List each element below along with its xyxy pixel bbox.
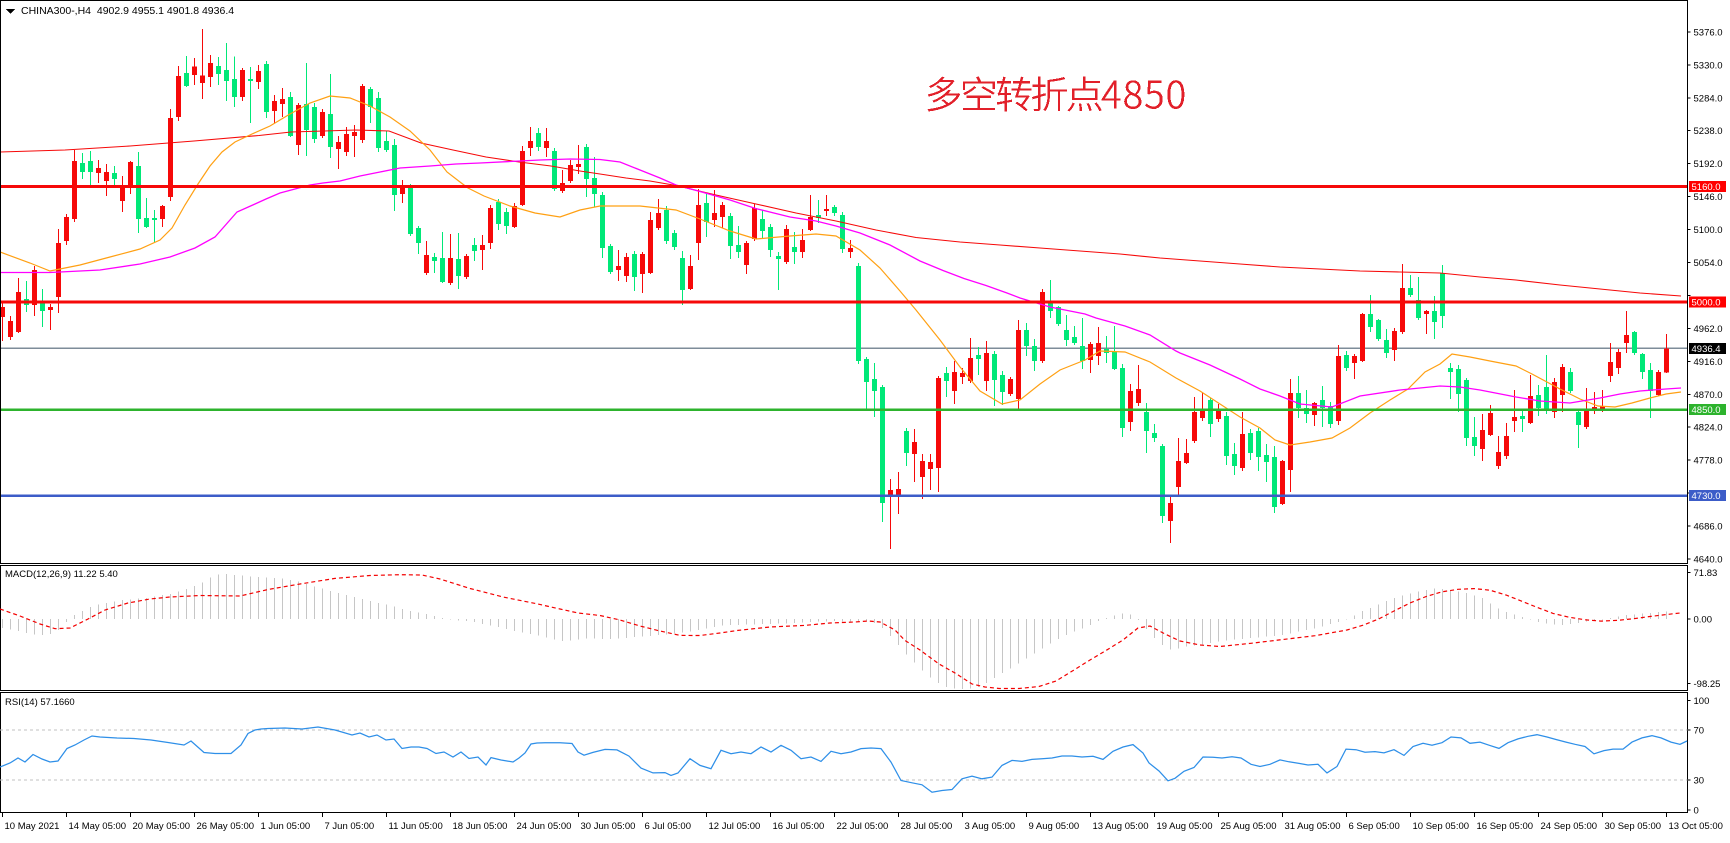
svg-text:-98.25: -98.25 (1694, 679, 1721, 690)
svg-text:4778.0: 4778.0 (1694, 456, 1723, 467)
svg-text:13 Oct 05:00: 13 Oct 05:00 (1669, 821, 1723, 832)
svg-text:30 Jun 05:00: 30 Jun 05:00 (581, 821, 636, 832)
svg-text:10 May 2021: 10 May 2021 (5, 821, 60, 832)
svg-text:12 Jul 05:00: 12 Jul 05:00 (709, 821, 761, 832)
svg-text:3 Aug 05:00: 3 Aug 05:00 (965, 821, 1016, 832)
svg-text:5192.0: 5192.0 (1694, 159, 1723, 170)
svg-text:4916.0: 4916.0 (1694, 357, 1723, 368)
svg-text:13 Aug 05:00: 13 Aug 05:00 (1093, 821, 1149, 832)
svg-text:20 May 05:00: 20 May 05:00 (133, 821, 191, 832)
svg-text:4850.0: 4850.0 (1692, 405, 1721, 416)
svg-text:4936.4: 4936.4 (1692, 344, 1721, 355)
svg-text:CHINA300-,H4 4902.9 4955.1 49: CHINA300-,H4 4902.9 4955.1 4901.8 4936.4 (21, 5, 234, 17)
svg-text:RSI(14) 57.1660: RSI(14) 57.1660 (5, 697, 75, 708)
svg-text:5100.0: 5100.0 (1694, 225, 1723, 236)
svg-text:26 May 05:00: 26 May 05:00 (197, 821, 255, 832)
svg-text:9 Aug 05:00: 9 Aug 05:00 (1029, 821, 1080, 832)
svg-text:4962.0: 4962.0 (1694, 324, 1723, 335)
svg-text:4686.0: 4686.0 (1694, 522, 1723, 533)
svg-text:16 Jul 05:00: 16 Jul 05:00 (773, 821, 825, 832)
svg-text:6 Sep 05:00: 6 Sep 05:00 (1349, 821, 1400, 832)
svg-text:28 Jul 05:00: 28 Jul 05:00 (901, 821, 953, 832)
svg-text:1 Jun 05:00: 1 Jun 05:00 (261, 821, 311, 832)
svg-text:5160.0: 5160.0 (1692, 182, 1721, 193)
svg-text:24 Sep 05:00: 24 Sep 05:00 (1541, 821, 1598, 832)
svg-text:70: 70 (1694, 726, 1705, 737)
svg-text:11 Jun 05:00: 11 Jun 05:00 (389, 821, 443, 832)
svg-text:19 Aug 05:00: 19 Aug 05:00 (1157, 821, 1213, 832)
svg-text:22 Jul 05:00: 22 Jul 05:00 (837, 821, 889, 832)
svg-text:24 Jun 05:00: 24 Jun 05:00 (517, 821, 572, 832)
svg-text:25 Aug 05:00: 25 Aug 05:00 (1221, 821, 1277, 832)
svg-text:10 Sep 05:00: 10 Sep 05:00 (1413, 821, 1470, 832)
svg-text:4870.0: 4870.0 (1694, 390, 1723, 401)
svg-text:16 Sep 05:00: 16 Sep 05:00 (1477, 821, 1534, 832)
svg-text:5000.0: 5000.0 (1692, 297, 1721, 308)
svg-text:30: 30 (1694, 776, 1705, 787)
svg-text:5054.0: 5054.0 (1694, 258, 1723, 269)
svg-text:30 Sep 05:00: 30 Sep 05:00 (1605, 821, 1662, 832)
svg-text:5146.0: 5146.0 (1694, 192, 1723, 203)
svg-text:5376.0: 5376.0 (1694, 27, 1723, 38)
svg-text:31 Aug 05:00: 31 Aug 05:00 (1285, 821, 1341, 832)
svg-text:7 Jun 05:00: 7 Jun 05:00 (325, 821, 375, 832)
svg-text:5238.0: 5238.0 (1694, 126, 1723, 137)
svg-text:100: 100 (1694, 696, 1710, 707)
svg-text:0.00: 0.00 (1694, 614, 1713, 625)
svg-text:4824.0: 4824.0 (1694, 423, 1723, 434)
svg-text:4730.0: 4730.0 (1692, 491, 1721, 502)
svg-text:6 Jul 05:00: 6 Jul 05:00 (645, 821, 691, 832)
svg-text:5330.0: 5330.0 (1694, 60, 1723, 71)
svg-text:4640.0: 4640.0 (1694, 555, 1723, 566)
svg-text:MACD(12,26,9) 11.22 5.40: MACD(12,26,9) 11.22 5.40 (5, 569, 118, 580)
svg-text:71.83: 71.83 (1694, 568, 1718, 579)
svg-text:0: 0 (1694, 806, 1699, 817)
svg-text:5284.0: 5284.0 (1694, 93, 1723, 104)
svg-text:14 May 05:00: 14 May 05:00 (69, 821, 127, 832)
svg-text:18 Jun 05:00: 18 Jun 05:00 (453, 821, 508, 832)
